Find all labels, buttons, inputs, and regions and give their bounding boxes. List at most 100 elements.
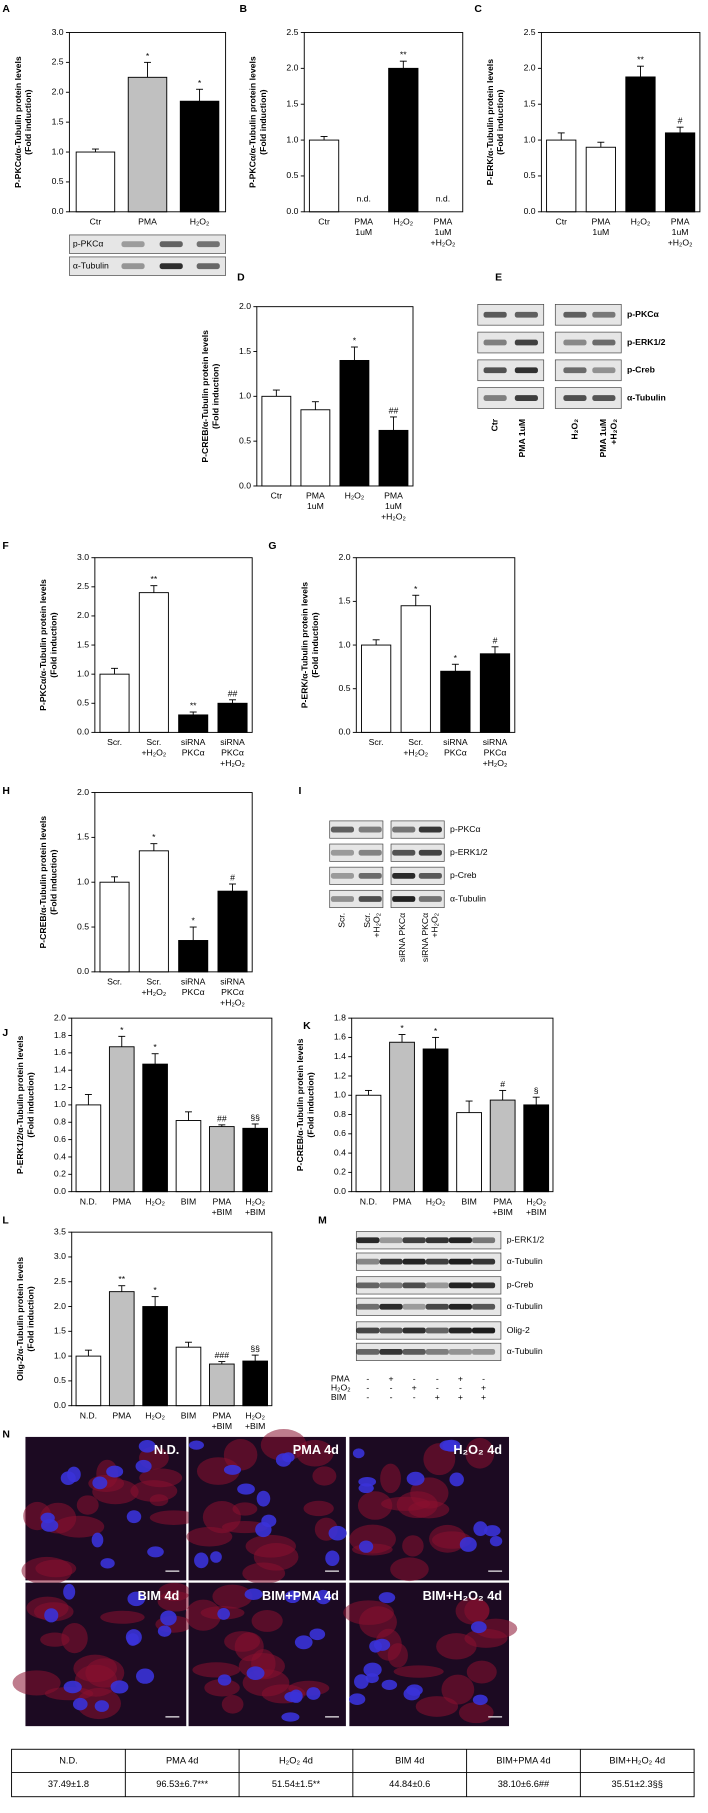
bar [479,653,511,733]
annotation: ** [637,55,644,65]
cell [192,1662,241,1678]
x-tick-label: BIM [181,1410,196,1420]
nucleus [147,1546,164,1558]
x-tick-label: PMA [354,217,373,227]
annotation: * [146,51,150,61]
blot-band [483,311,507,318]
annotation: ** [150,574,157,584]
bar [217,890,248,973]
nucleus [282,1452,295,1463]
y-tick-label: 0.0 [54,1186,66,1196]
blot-band [514,395,538,401]
bar [422,1048,449,1193]
panel-letter: C [474,4,482,15]
plot-frame [94,792,253,973]
bar [75,151,116,213]
annotation: * [454,653,458,663]
blot-row-label: p-Creb [507,1280,534,1290]
nucleus [406,1471,425,1486]
x-tick-label: +BIM [245,1421,265,1431]
cell [232,1502,258,1516]
x-tick-label: +H₂O₂ [381,512,406,522]
image-label: BIM 4d [138,1588,180,1603]
x-tick-label: Scr. [146,737,161,747]
blot-band [330,872,354,879]
blot-band [196,241,220,248]
blot-band [418,826,442,833]
blot-band [356,1237,380,1244]
y-tick-label: 1.0 [77,668,89,678]
x-tick-label: 1uM [592,227,609,237]
blot-strip [554,304,622,326]
annotation: ## [228,688,238,698]
blot-band [379,1282,403,1289]
cell [158,1582,191,1602]
nucleus [217,1607,230,1620]
treatment-sign: - [413,1392,416,1402]
treatment-sign: - [482,1373,485,1383]
blot-row-label: p-PKCα [73,238,104,248]
blot-band [418,849,442,856]
bar [585,146,616,213]
y-tick-label: 0.5 [286,170,298,180]
nucleus [160,1610,177,1626]
lane-label: +H₂O₂ [429,913,439,938]
annotation: * [400,1023,404,1033]
y-tick-label: 2.0 [524,63,536,73]
y-tick-label: 0.5 [77,698,89,708]
cell [76,1495,99,1515]
nucleus [244,1588,263,1600]
y-tick-label: 2.5 [54,1276,66,1286]
x-tick-label: +BIM [492,1207,512,1217]
annotation: ** [400,50,407,60]
blot-band [514,339,538,346]
bar [489,1099,516,1193]
blot-band [514,311,538,318]
blot-band [159,263,183,270]
annotation: * [153,1042,157,1052]
blot-strip [69,234,226,254]
y-tick-label: 1.0 [286,134,298,144]
nucleus [126,1510,142,1524]
blot-band [448,1237,472,1244]
blot-band [514,367,538,374]
nucleus [135,1459,152,1473]
nucleus [358,1476,377,1487]
lane-label: siRNA PKCα [420,913,430,962]
y-tick-label: 2.0 [338,552,350,562]
cell [35,1559,77,1578]
annotation: * [198,78,202,88]
treatment-sign: + [458,1373,463,1383]
cell [402,1535,424,1557]
blot-band [402,1258,426,1265]
annotation: ### [215,1350,230,1360]
x-tick-label: H₂O₂ [526,1196,546,1206]
panel-letter: L [2,1215,9,1226]
nucleus [106,1465,124,1478]
y-tick-label: 1.4 [54,1064,66,1074]
bar [300,409,331,487]
y-tick-label: 0.2 [54,1169,66,1179]
x-tick-label: PKCα [221,748,244,758]
nucleus [473,1521,488,1536]
bar [127,76,168,213]
panel-letter: A [2,4,10,15]
cell [396,1491,438,1519]
x-tick-label: siRNA [181,977,206,987]
table-header: BIM 4d [395,1755,424,1765]
x-tick-label: H₂O₂ [145,1196,165,1206]
blot-band [379,1327,403,1334]
treatment-sign: - [436,1373,439,1383]
x-tick-label: +H₂O₂ [483,758,508,768]
blot-band [392,872,416,879]
nucleus [261,1514,277,1528]
plot-frame [540,32,701,213]
nucleus [194,1552,209,1569]
cell [196,1457,240,1485]
blot-strip [390,843,445,862]
blot-band [402,1349,426,1355]
bar [175,1346,202,1407]
panel-letter: K [303,1021,311,1032]
y-tick-label: 0.5 [524,170,536,180]
y-tick-label: 2.0 [52,87,64,97]
